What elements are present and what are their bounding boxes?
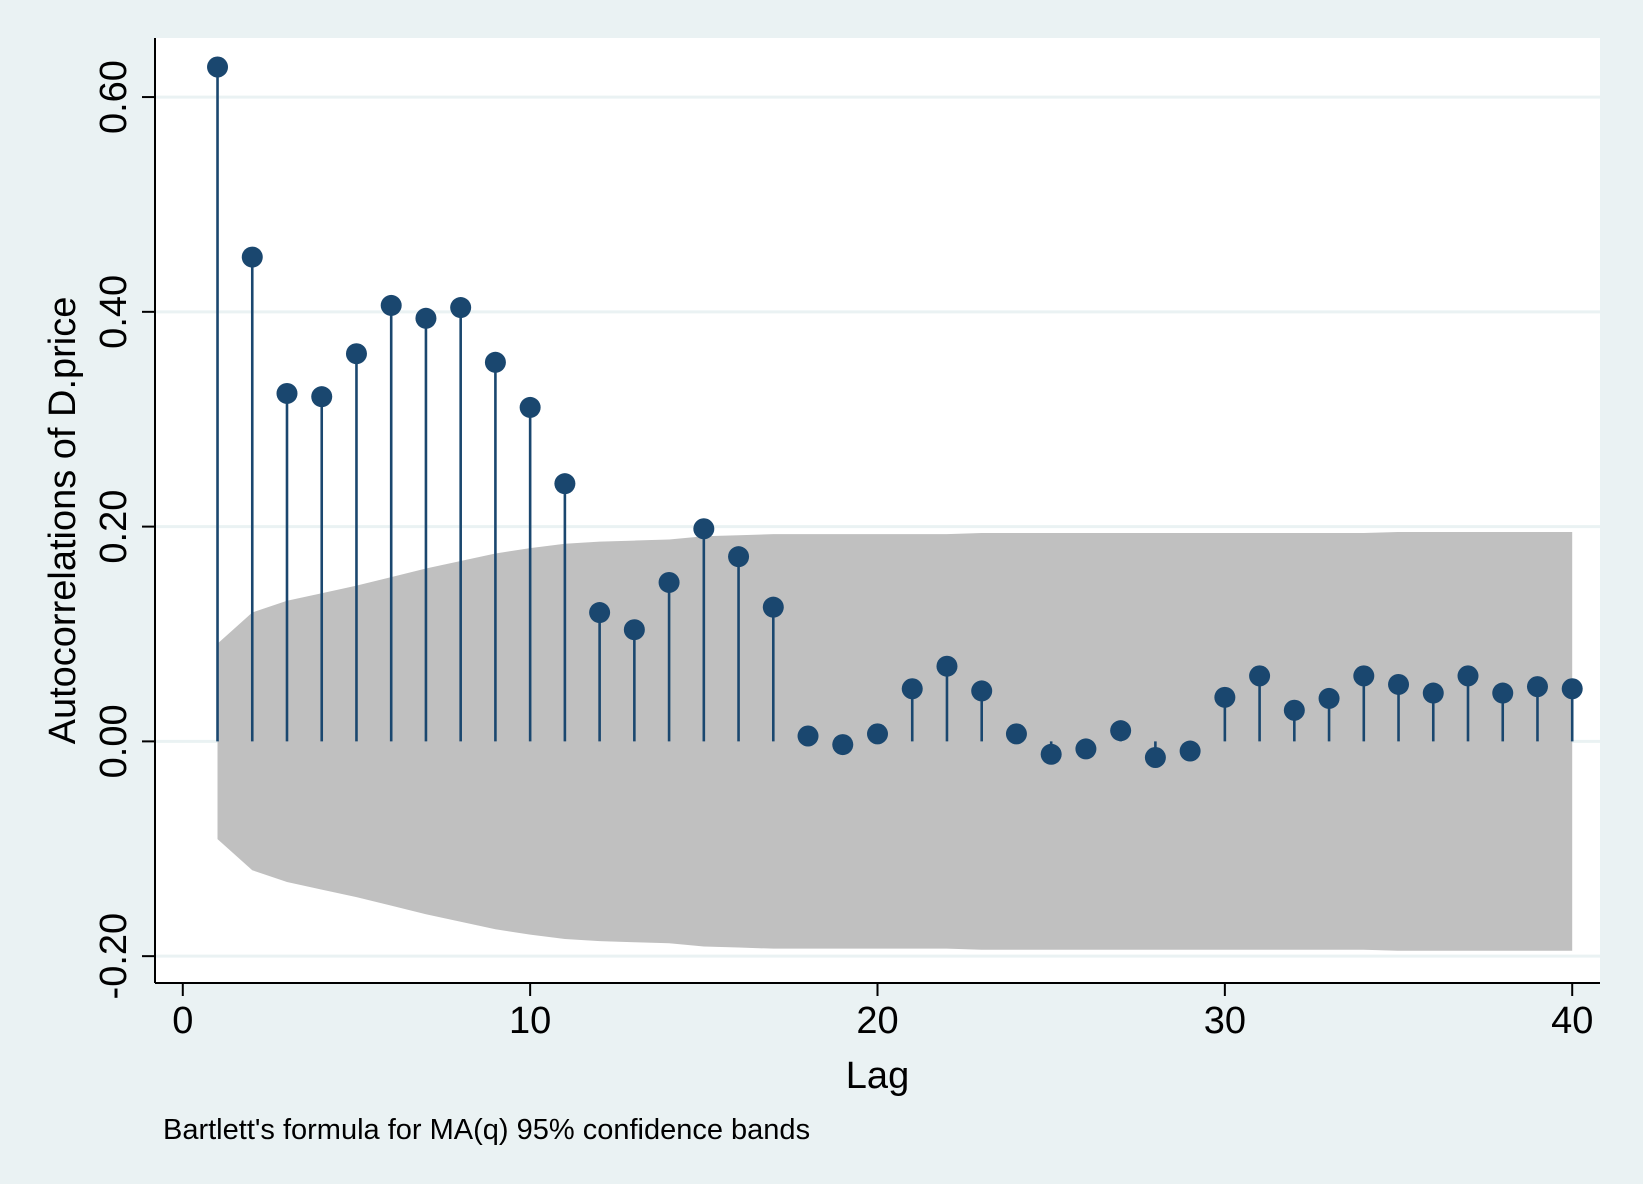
x-tick-label: 20 [856, 1000, 898, 1042]
marker [1526, 676, 1548, 698]
marker [415, 307, 437, 329]
marker [623, 619, 645, 641]
x-ticks: 0 10 20 30 40 [172, 983, 1593, 1042]
marker [1075, 738, 1097, 760]
marker [1457, 665, 1479, 687]
marker [1318, 687, 1340, 709]
marker [1110, 720, 1132, 742]
stems [216, 66, 1574, 758]
marker [1283, 699, 1305, 721]
y-axis-label: Autocorrelations of D.price [42, 297, 84, 745]
y-tick-label: 0.20 [93, 490, 135, 564]
confidence-band [217, 531, 1573, 951]
x-tick-label: 10 [509, 1000, 551, 1042]
chart-note: Bartlett's formula for MA(q) 95% confide… [163, 1114, 810, 1146]
marker [519, 396, 541, 418]
marker [276, 382, 298, 404]
marker [1422, 682, 1444, 704]
marker [1492, 682, 1514, 704]
marker [241, 246, 263, 268]
marker [450, 297, 472, 319]
y-tick-label: 0.40 [93, 275, 135, 349]
marker [867, 723, 888, 745]
marker [207, 56, 229, 78]
marker [1214, 686, 1236, 708]
marker [832, 734, 854, 756]
marker [1144, 746, 1166, 768]
y-ticks: -0.20 0.00 0.20 0.40 0.60 [93, 60, 155, 999]
marker [971, 680, 993, 702]
markers [207, 56, 1583, 768]
marker [658, 571, 680, 593]
x-tick-label: 30 [1204, 1000, 1246, 1042]
y-tick-label: 0.00 [93, 704, 135, 778]
marker [554, 473, 576, 495]
marker [762, 596, 784, 618]
marker [797, 725, 819, 747]
marker [1561, 678, 1583, 700]
marker [728, 546, 750, 568]
y-tick-label: 0.60 [93, 60, 135, 134]
marker [484, 351, 506, 373]
marker [693, 518, 715, 540]
y-tick-label: -0.20 [93, 913, 135, 1000]
x-tick-label: 40 [1551, 1000, 1593, 1042]
marker [1249, 665, 1271, 687]
marker [589, 602, 611, 624]
marker [1388, 673, 1410, 695]
marker [936, 655, 958, 677]
x-tick-label: 0 [172, 1000, 193, 1042]
marker [311, 386, 333, 408]
x-axis-label: Lag [846, 1055, 909, 1097]
marker [1353, 665, 1375, 687]
marker [380, 294, 402, 316]
marker [1005, 723, 1027, 745]
marker [1040, 743, 1062, 765]
marker [901, 678, 923, 700]
marker [1179, 740, 1201, 762]
marker [345, 343, 367, 365]
